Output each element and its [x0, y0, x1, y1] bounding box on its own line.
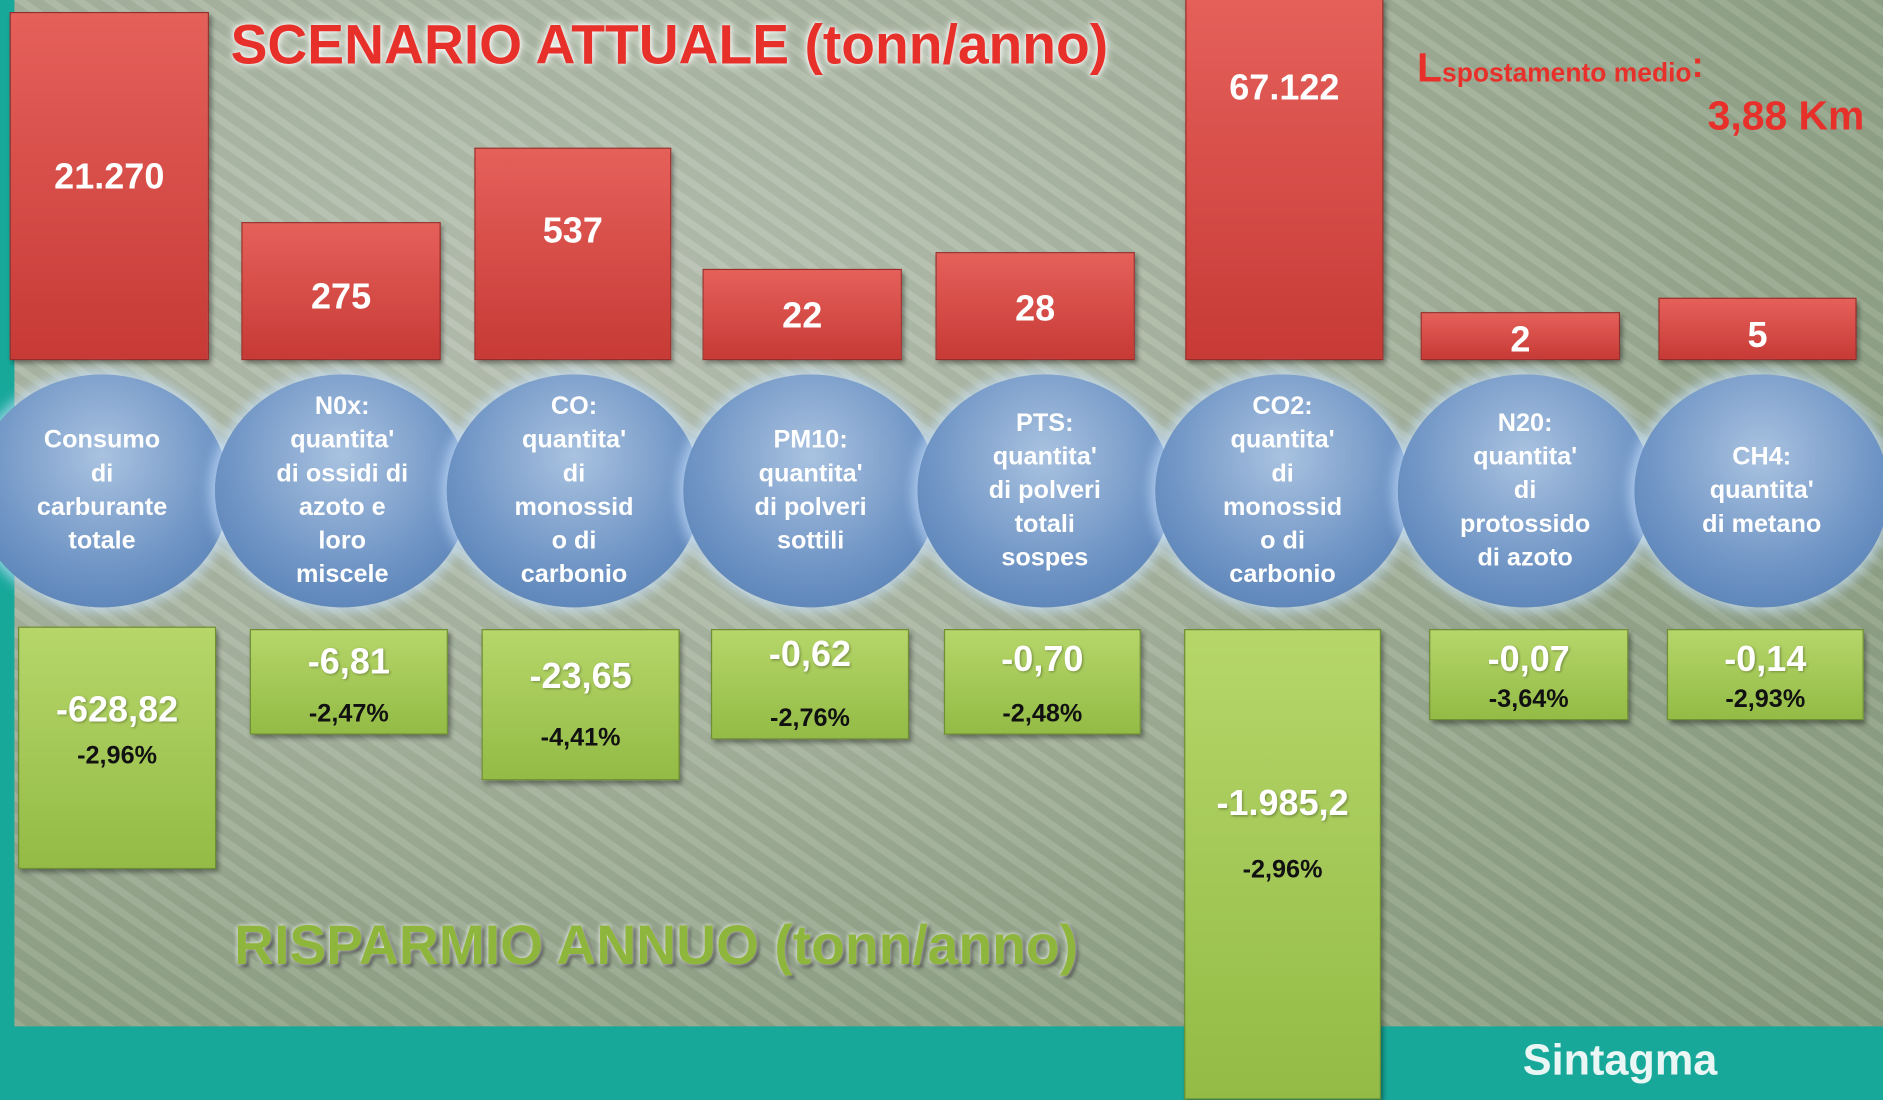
description-line: di [563, 457, 585, 491]
saving-box: -628,82 -2,96% [18, 627, 216, 869]
current-box: 537 [474, 148, 671, 360]
description-line: quantita' [290, 424, 394, 458]
saving-percent: -2,47% [251, 700, 447, 729]
description-line: carbonio [521, 558, 628, 592]
current-box: 275 [241, 222, 440, 360]
logo: Sintagma [1523, 1035, 1718, 1085]
saving-value: -0,14 [1668, 640, 1863, 681]
saving-box: -6,81 -2,47% [250, 629, 448, 735]
description-line: miscele [296, 558, 389, 592]
saving-percent: -4,41% [483, 724, 679, 753]
saving-box: -23,65 -4,41% [482, 629, 680, 780]
saving-box: -1.985,2 -2,96% [1184, 629, 1381, 1100]
saving-value: -6,81 [251, 642, 447, 683]
description-line: carburante [37, 491, 167, 525]
saving-value: -0,07 [1430, 640, 1627, 681]
saving-percent: -2,96% [19, 742, 215, 771]
description-line: carbonio [1229, 558, 1336, 592]
current-value: 2 [1422, 321, 1619, 362]
description-line: quantita' [759, 457, 863, 491]
description-line: PTS: [1016, 407, 1073, 441]
subtitle: RISPARMIO ANNUO (tonn/anno) [234, 912, 1078, 977]
description-line: protossido [1460, 508, 1590, 542]
description-line: quantita' [1473, 441, 1577, 475]
description-line: loro [318, 525, 366, 559]
title: SCENARIO ATTUALE (tonn/anno) [231, 12, 1109, 77]
description-line: totale [68, 525, 135, 559]
description-line: quantita' [1231, 424, 1335, 458]
saving-percent: -2,76% [712, 705, 908, 734]
description-circle: CH4:quantita'di metano [1634, 375, 1883, 608]
saving-percent: -2,48% [945, 700, 1140, 729]
saving-percent: -3,64% [1430, 685, 1627, 714]
description-line: di polveri [989, 474, 1101, 508]
description-line: o di [1260, 525, 1305, 559]
description-line: CO2: [1252, 390, 1312, 424]
description-line: di azoto [1478, 541, 1573, 575]
current-box: 5 [1658, 298, 1856, 360]
current-value: 28 [937, 289, 1134, 330]
saving-value: -0,70 [945, 640, 1140, 681]
current-box: 22 [703, 269, 902, 360]
description-line: totali [1015, 508, 1075, 542]
current-value: 275 [243, 277, 440, 318]
saving-box: -0,62 -2,76% [711, 629, 909, 739]
current-value: 22 [704, 296, 901, 337]
saving-value: -628,82 [19, 690, 215, 731]
current-box: 21.270 [10, 12, 209, 360]
note-subscript: spostamento medio [1442, 58, 1692, 88]
current-value: 21.270 [11, 157, 208, 198]
current-value: 67.122 [1186, 68, 1382, 109]
description-line: o di [552, 525, 597, 559]
description-line: di ossidi di [276, 457, 408, 491]
current-value: 537 [476, 211, 671, 252]
description-line: di metano [1702, 508, 1821, 542]
description-line: quantita' [993, 441, 1097, 475]
description-line: CO: [551, 390, 597, 424]
description-line: CH4: [1732, 441, 1791, 475]
note: Lspostamento medio: 3,88 Km [1417, 46, 1704, 93]
saving-value: -23,65 [483, 657, 679, 698]
current-box: 67.122 [1185, 0, 1383, 360]
description-line: di [1271, 457, 1293, 491]
description-line: di [1514, 474, 1536, 508]
saving-value: -1.985,2 [1185, 784, 1380, 825]
saving-percent: -2,93% [1668, 685, 1863, 714]
description-line: Consumo [44, 424, 160, 458]
description-line: quantita' [522, 424, 626, 458]
description-line: di polveri [755, 491, 867, 525]
description-line: sospes [1001, 541, 1088, 575]
note-colon: : [1692, 46, 1704, 86]
description-line: N20: [1498, 407, 1553, 441]
description-line: PM10: [773, 424, 847, 458]
saving-percent: -2,96% [1185, 856, 1380, 885]
description-line: quantita' [1710, 474, 1814, 508]
saving-value: -0,62 [712, 635, 908, 676]
current-box: 28 [936, 252, 1135, 360]
note-value: 3,88 Km [1708, 94, 1865, 141]
saving-box: -0,14 -2,93% [1667, 629, 1864, 720]
description-line: monossid [514, 491, 633, 525]
slide: SCENARIO ATTUALE (tonn/anno) RISPARMIO A… [0, 0, 1883, 1090]
description-line: sottili [777, 525, 844, 559]
note-letter: L [1417, 46, 1442, 92]
description-line: N0x: [315, 390, 370, 424]
description-line: monossid [1223, 491, 1342, 525]
current-box: 2 [1421, 312, 1620, 360]
saving-box: -0,70 -2,48% [944, 629, 1141, 735]
saving-box: -0,07 -3,64% [1429, 629, 1628, 720]
description-line: di [91, 457, 113, 491]
current-value: 5 [1660, 316, 1856, 357]
description-line: azoto e [299, 491, 386, 525]
